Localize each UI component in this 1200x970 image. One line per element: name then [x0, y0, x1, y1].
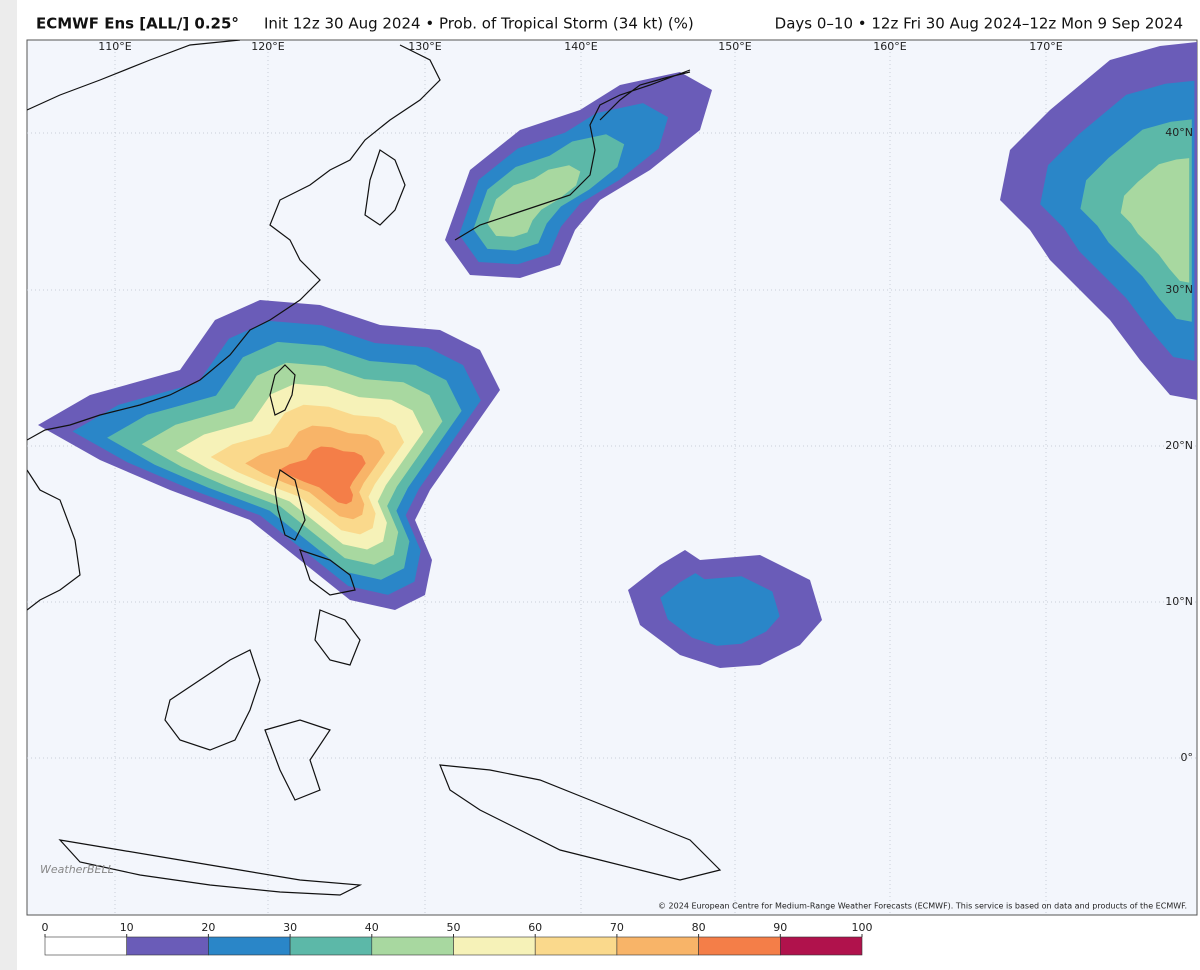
- lat-label: 40°N: [1165, 126, 1193, 139]
- lon-label: 140°E: [564, 40, 597, 53]
- colorbar-label: 70: [610, 921, 624, 934]
- asia-coast: [27, 40, 441, 611]
- colorbar-label: 100: [852, 921, 873, 934]
- title: ECMWF Ens [ALL/] 0.25°: [36, 15, 239, 33]
- colorbar-segment: [289, 936, 373, 956]
- lat-label: 30°N: [1165, 283, 1193, 296]
- coastlines: [27, 40, 722, 896]
- colorbar-label: 30: [283, 921, 297, 934]
- colorbar-label: 10: [120, 921, 134, 934]
- colorbar-segment: [698, 936, 781, 956]
- colorbar: 0 10 20 30 40 50 60 70 80 90 100: [42, 921, 873, 956]
- lon-label: 120°E: [251, 40, 284, 53]
- watermark: WeatherBELL: [40, 863, 114, 876]
- lat-label: 20°N: [1165, 439, 1193, 452]
- borneo-coast: [164, 649, 261, 751]
- colorbar-label: 20: [201, 921, 215, 934]
- lon-label: 110°E: [98, 40, 131, 53]
- lon-label: 130°E: [408, 40, 441, 53]
- java-coast: [58, 839, 363, 896]
- probability-contour: [660, 573, 780, 646]
- subtitle: Init 12z 30 Aug 2024 • Prob. of Tropical…: [264, 15, 694, 33]
- philippines-coast: [274, 469, 361, 666]
- probability-field: [38, 42, 1197, 668]
- colorbar-segment: [44, 936, 127, 956]
- colorbar-segment: [371, 936, 454, 956]
- colorbar-segment: [534, 936, 618, 956]
- colorbar-segment: [616, 936, 699, 956]
- colorbar-label: 60: [528, 921, 542, 934]
- colorbar-label: 90: [773, 921, 787, 934]
- lat-label: 0°: [1181, 751, 1194, 764]
- probability-contour: [487, 165, 581, 237]
- taiwan-coast: [269, 364, 296, 416]
- lon-label: 150°E: [718, 40, 751, 53]
- colorbar-label: 0: [42, 921, 49, 934]
- japan-coast: [454, 69, 691, 241]
- colorbar-segment: [779, 936, 863, 956]
- colorbar-label: 40: [365, 921, 379, 934]
- new-guinea-coast: [439, 764, 722, 881]
- probability-contour: [1120, 158, 1190, 283]
- probability-contour: [279, 446, 366, 505]
- copyright: © 2024 European Centre for Medium-Range …: [658, 902, 1187, 911]
- lat-label: 10°N: [1165, 595, 1193, 608]
- sulawesi-coast: [264, 719, 331, 801]
- valid-range: Days 0–10 • 12z Fri 30 Aug 2024–12z Mon …: [775, 15, 1183, 33]
- colorbar-label: 80: [692, 921, 706, 934]
- lon-label: 170°E: [1029, 40, 1062, 53]
- colorbar-segment: [453, 936, 536, 956]
- colorbar-segment: [208, 936, 291, 956]
- lon-label: 160°E: [873, 40, 906, 53]
- colorbar-label: 50: [447, 921, 461, 934]
- colorbar-segment: [126, 936, 209, 956]
